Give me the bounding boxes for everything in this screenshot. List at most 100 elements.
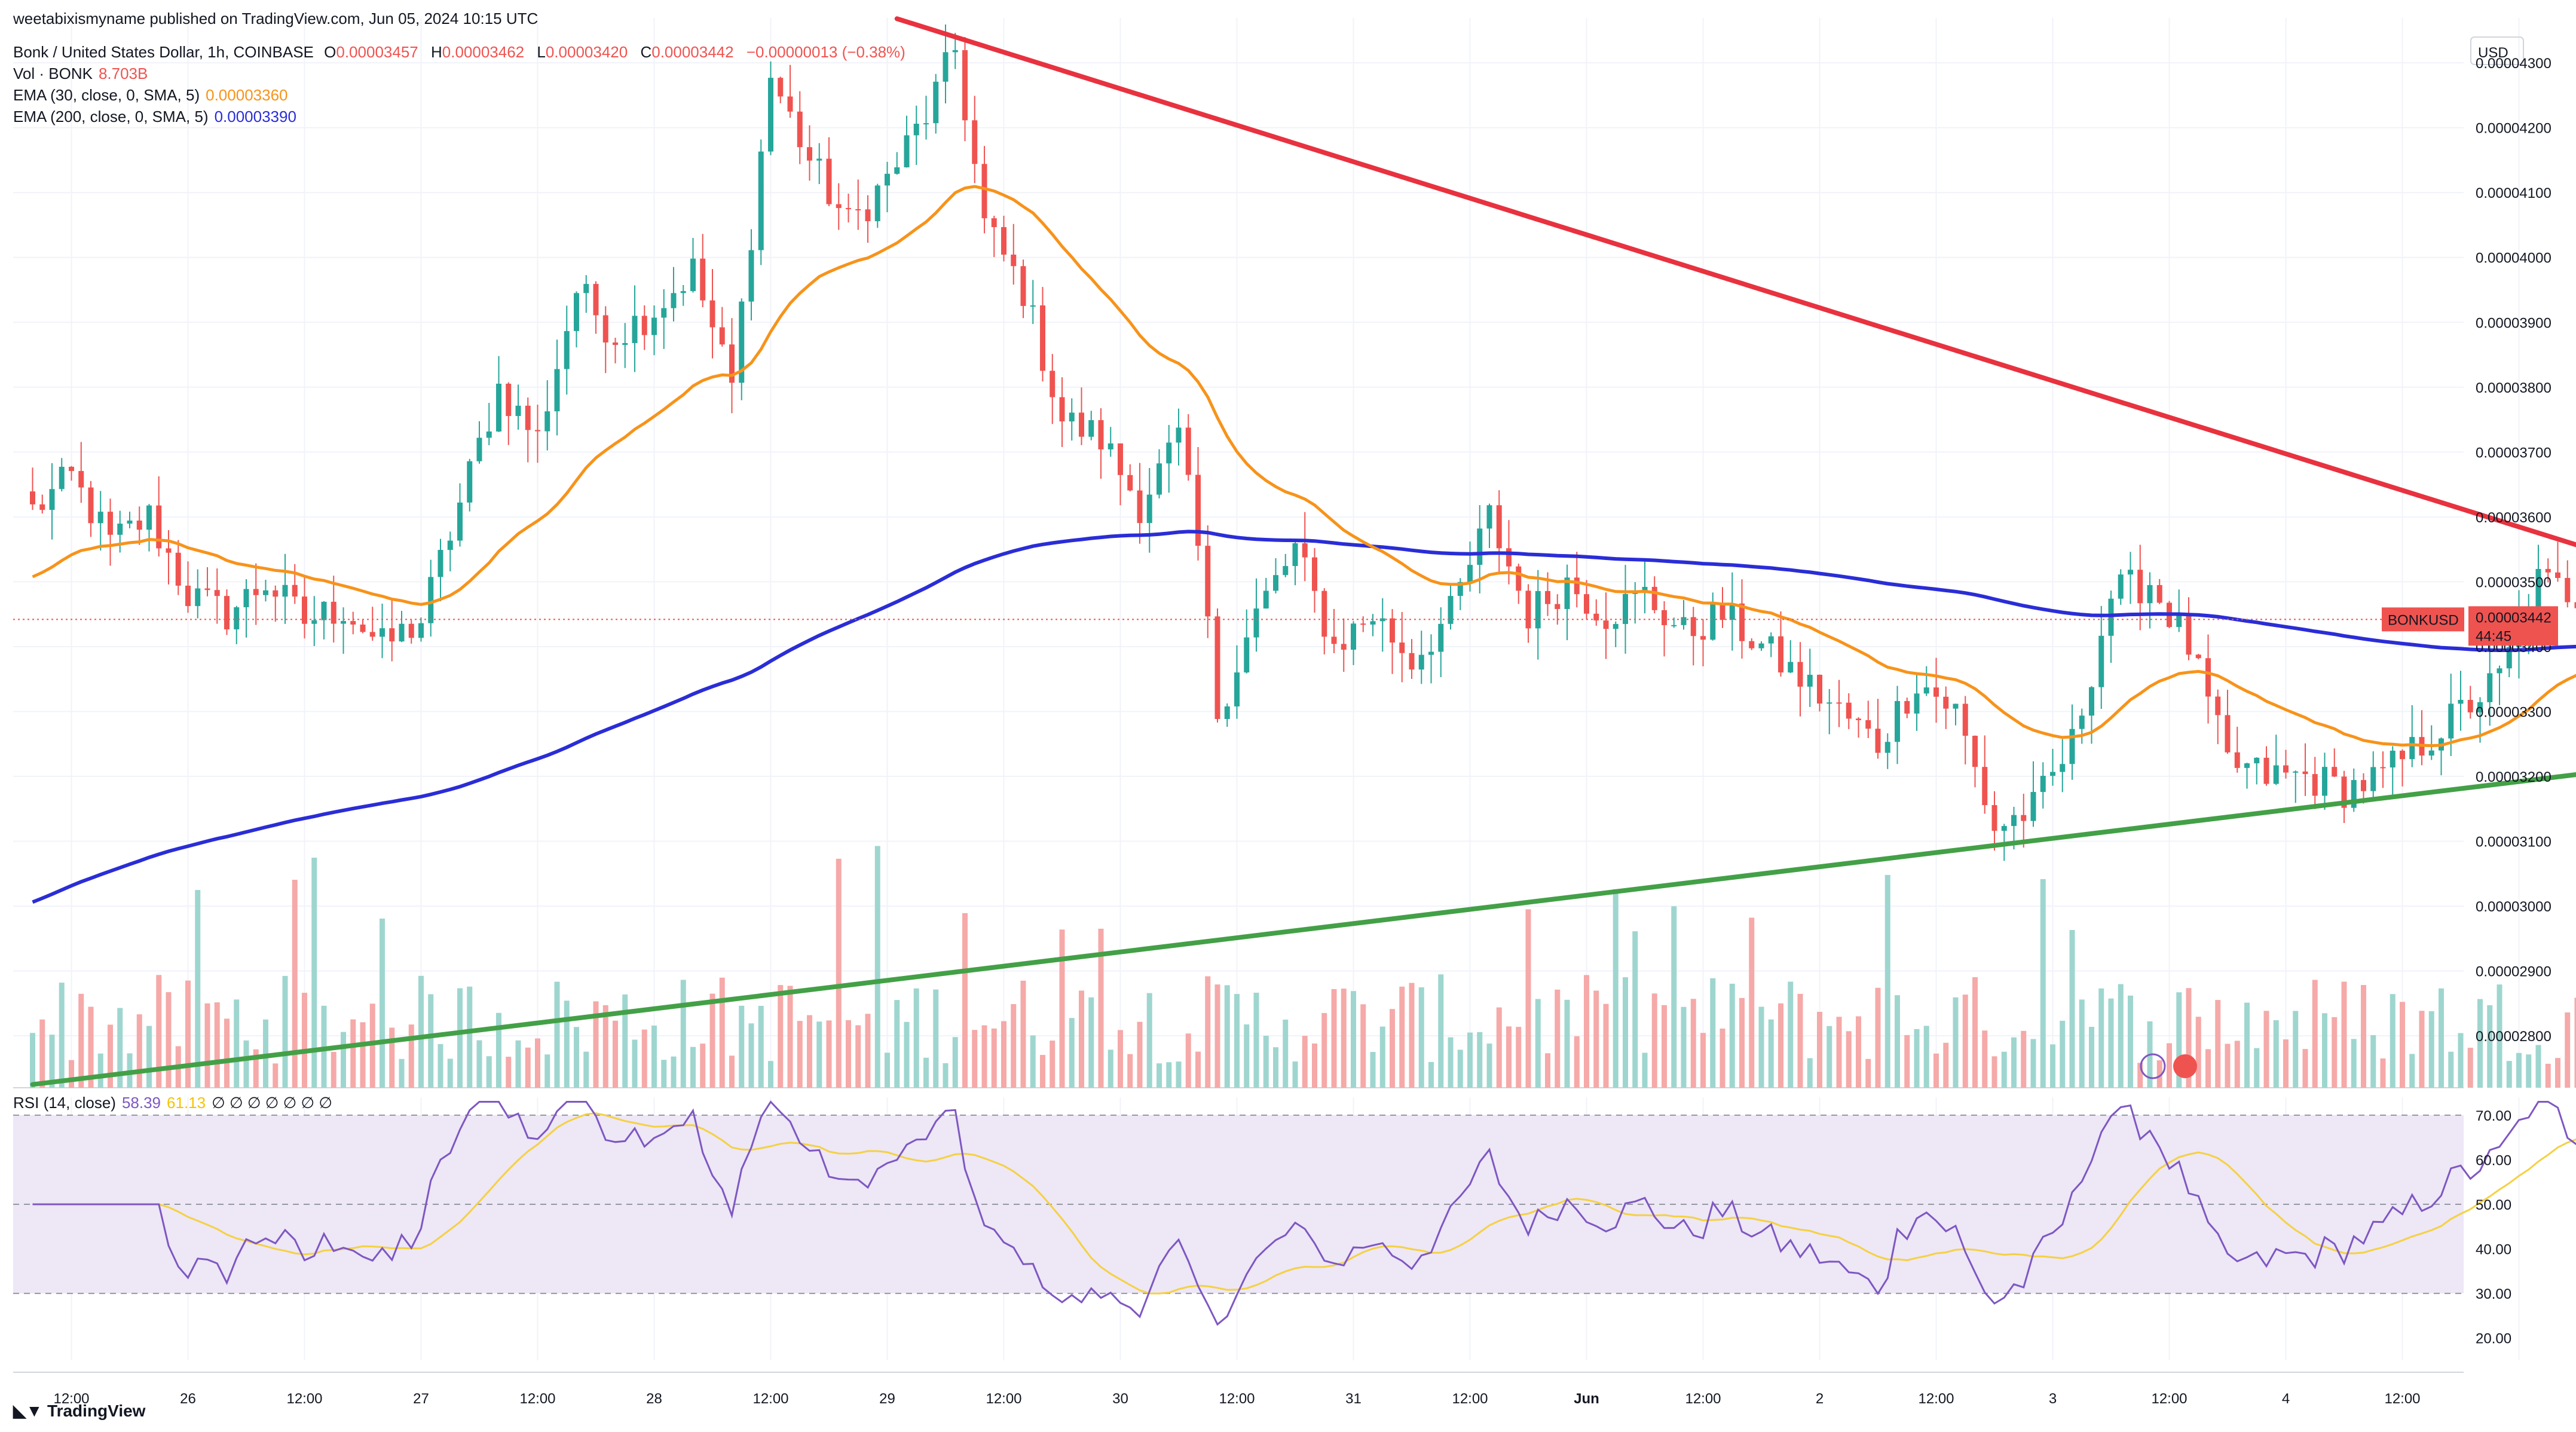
candle (1457, 582, 1463, 596)
candle (117, 524, 123, 535)
rsi-legend[interactable]: RSI (14, close) 58.39 61.13 ∅ ∅ ∅ ∅ ∅ ∅ ∅ (13, 1094, 332, 1112)
candle (1098, 420, 1104, 449)
rsi-tick-label: 40.00 (2476, 1242, 2511, 1258)
candle (146, 505, 152, 530)
volume-bar (467, 986, 473, 1088)
tradingview-logo[interactable]: ◣▼ TradingView (13, 1402, 146, 1420)
volume-bar (1059, 929, 1065, 1088)
candle (622, 343, 628, 345)
time-tick-label: 2 (1816, 1391, 1824, 1407)
time-tick-label: 12:00 (286, 1391, 322, 1407)
candle (1807, 675, 1813, 687)
volume-bar (408, 1024, 414, 1088)
candle (2448, 703, 2454, 739)
volume-bar (1399, 986, 1405, 1088)
volume-bar (1088, 997, 1094, 1088)
volume-bar (2574, 997, 2576, 1088)
candle (1827, 702, 1832, 704)
volume-bar (2234, 1041, 2240, 1088)
candle (2060, 764, 2066, 772)
volume-bar (768, 1061, 773, 1088)
candle (2293, 771, 2299, 773)
volume-bar (1623, 977, 1628, 1088)
candle (1486, 505, 1492, 529)
candle (1506, 548, 1512, 567)
candle (1545, 590, 1550, 604)
candle (2050, 772, 2055, 776)
candle (1681, 617, 1687, 625)
volume-bar (2439, 988, 2444, 1088)
candle (408, 623, 414, 638)
volume-bar (2477, 999, 2483, 1088)
volume-bar (583, 1051, 589, 1088)
candle (1321, 590, 1327, 637)
candle (1817, 675, 1822, 704)
candle (369, 632, 375, 637)
candle (2370, 767, 2376, 791)
candle (846, 208, 851, 210)
candle (709, 300, 715, 328)
ema30-legend[interactable]: EMA (30, close, 0, SMA, 5) 0.00003360 (13, 86, 288, 104)
volume-bar (1098, 928, 1104, 1088)
candle (1370, 621, 1376, 625)
price-tick-label: 0.00003700 (2476, 445, 2551, 461)
volume-bar (758, 1005, 764, 1088)
volume-bar (525, 1047, 531, 1088)
candle (2535, 568, 2541, 618)
candle (39, 504, 45, 510)
volume-bar (1991, 1056, 1997, 1088)
volume-bar (2361, 985, 2366, 1088)
volume-bar (1564, 999, 1570, 1088)
rsi-tick-label: 20.00 (2476, 1331, 2511, 1347)
volume-bar (1351, 991, 1356, 1088)
volume-bar (719, 977, 725, 1088)
volume-legend[interactable]: Vol · BONK 8.703B (13, 65, 148, 82)
candle (49, 489, 55, 510)
candle (2079, 715, 2085, 729)
symbol-title[interactable]: Bonk / United States Dollar, 1h, COINBAS… (13, 43, 314, 61)
candle (739, 301, 745, 383)
volume-bar (1205, 976, 1211, 1088)
volume-bar (836, 858, 842, 1088)
ema200-legend[interactable]: EMA (200, close, 0, SMA, 5) 0.00003390 (13, 108, 296, 126)
candle (1157, 463, 1162, 495)
candle (1884, 742, 1890, 753)
candle (195, 588, 201, 607)
volume-bar (778, 985, 784, 1088)
candle (360, 624, 366, 632)
candle (544, 411, 550, 432)
volume-bar (826, 1020, 832, 1088)
volume-bar (602, 1005, 608, 1088)
volume-bar (39, 1019, 45, 1088)
volume-bar (399, 1058, 405, 1088)
volume-bar (2419, 1011, 2425, 1088)
volume-bar (2487, 1005, 2493, 1088)
volume-bar (564, 1000, 570, 1088)
volume-bar (1953, 997, 1959, 1088)
candle (2361, 780, 2366, 791)
volume-bar (428, 994, 434, 1088)
candle (2254, 757, 2260, 764)
candle (1146, 494, 1152, 524)
candle (1982, 767, 1988, 806)
volume-bar (2118, 984, 2124, 1088)
volume-bar (865, 1014, 871, 1088)
candle (1137, 490, 1143, 524)
volume-bar (2186, 988, 2192, 1088)
volume-bar (1467, 1032, 1473, 1088)
volume-bar (2156, 1060, 2162, 1088)
volume-bar (1827, 1026, 1832, 1088)
volume-bar (78, 993, 84, 1088)
volume-bar (1856, 1016, 1861, 1088)
candle (2089, 687, 2094, 716)
candle (1390, 618, 1395, 643)
candle (602, 315, 608, 343)
candle (30, 491, 35, 504)
volume-bar (195, 890, 201, 1088)
volume-bar (1895, 995, 1900, 1088)
candle (1720, 604, 1726, 620)
candle (2128, 570, 2133, 575)
volume-bar (2341, 981, 2347, 1088)
candle (1331, 637, 1337, 644)
